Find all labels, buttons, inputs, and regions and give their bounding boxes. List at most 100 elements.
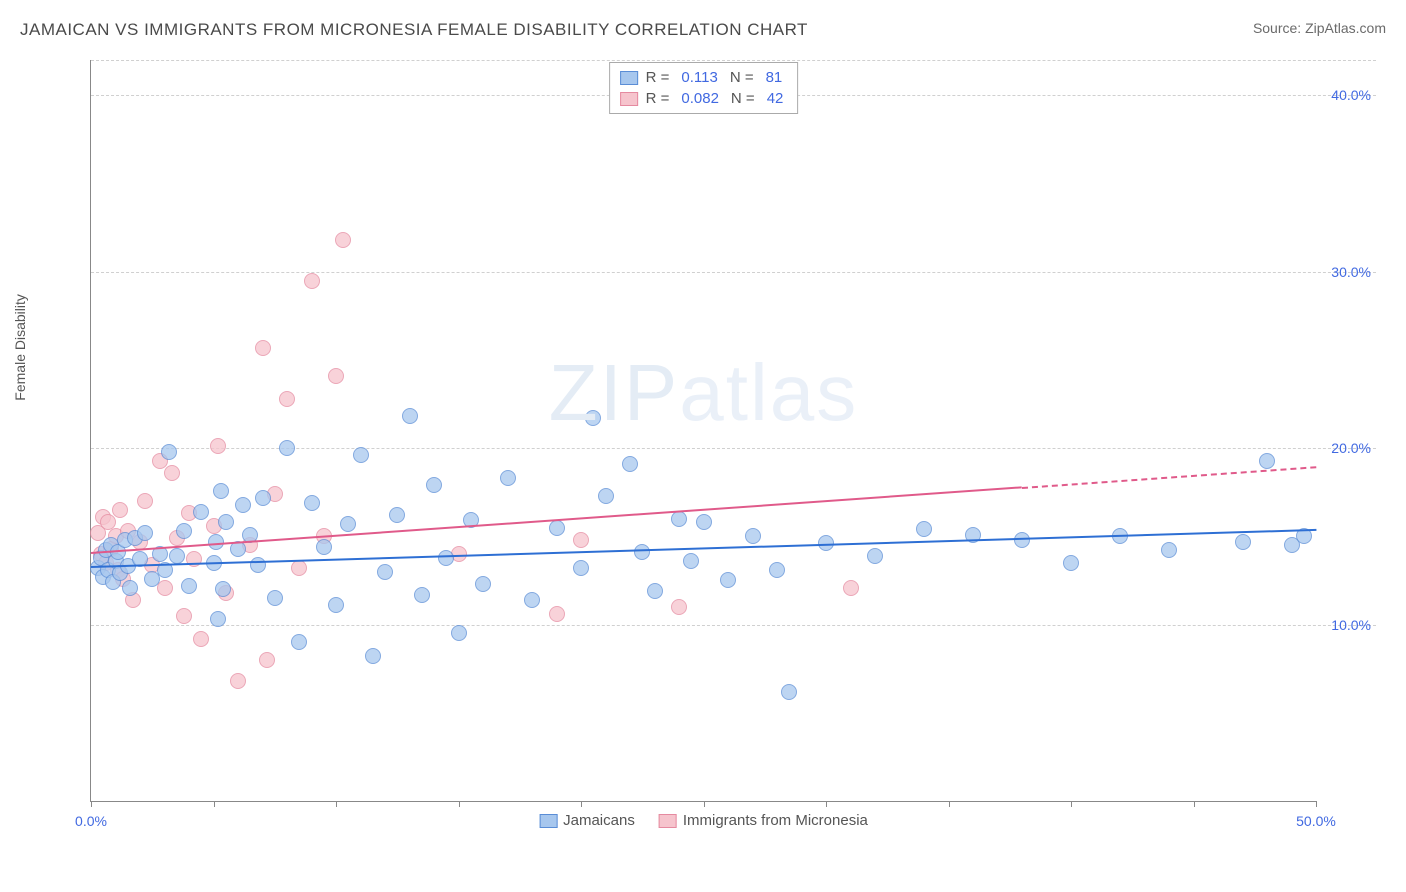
trend-line-extrapolated — [1022, 466, 1316, 489]
scatter-point — [353, 447, 369, 463]
x-tick — [459, 801, 460, 807]
y-tick-label: 20.0% — [1331, 440, 1371, 456]
scatter-point — [377, 564, 393, 580]
scatter-point — [169, 548, 185, 564]
scatter-point — [671, 511, 687, 527]
scatter-point — [696, 514, 712, 530]
n-value: 81 — [766, 69, 783, 86]
scatter-point — [340, 516, 356, 532]
scatter-point — [250, 557, 266, 573]
legend-item: Jamaicans — [539, 812, 635, 829]
scatter-point — [867, 548, 883, 564]
scatter-point — [769, 562, 785, 578]
scatter-point — [304, 273, 320, 289]
scatter-point — [720, 572, 736, 588]
y-tick-label: 40.0% — [1331, 87, 1371, 103]
legend-top: R = 0.113 N = 81R = 0.082 N = 42 — [609, 62, 799, 114]
scatter-point — [255, 340, 271, 356]
scatter-point — [389, 507, 405, 523]
scatter-point — [524, 592, 540, 608]
legend-bottom: Jamaicans Immigrants from Micronesia — [539, 812, 868, 829]
scatter-point — [279, 440, 295, 456]
scatter-point — [1259, 453, 1275, 469]
legend-stat-row: R = 0.113 N = 81 — [620, 67, 788, 88]
scatter-point — [402, 408, 418, 424]
source-label: Source: ZipAtlas.com — [1253, 20, 1386, 36]
y-tick-label: 30.0% — [1331, 264, 1371, 280]
scatter-point — [335, 232, 351, 248]
scatter-point — [137, 493, 153, 509]
scatter-point — [549, 520, 565, 536]
scatter-point — [137, 525, 153, 541]
scatter-point — [451, 625, 467, 641]
scatter-point — [365, 648, 381, 664]
scatter-point — [255, 490, 271, 506]
x-tick — [826, 801, 827, 807]
scatter-point — [745, 528, 761, 544]
scatter-point — [164, 465, 180, 481]
scatter-point — [235, 497, 251, 513]
scatter-point — [181, 578, 197, 594]
scatter-point — [193, 504, 209, 520]
scatter-point — [193, 631, 209, 647]
trend-line — [91, 529, 1316, 568]
grid-line — [91, 60, 1376, 61]
x-tick — [949, 801, 950, 807]
legend-swatch — [620, 71, 638, 85]
chart-container: Female Disability ZIPatlas R =0.113N =81… — [50, 60, 1376, 832]
scatter-point — [781, 684, 797, 700]
scatter-point — [573, 532, 589, 548]
legend-item: Immigrants from Micronesia — [659, 812, 868, 829]
scatter-point — [475, 576, 491, 592]
scatter-point — [683, 553, 699, 569]
legend-swatch — [659, 814, 677, 828]
x-tick — [1071, 801, 1072, 807]
scatter-point — [230, 673, 246, 689]
scatter-point — [291, 560, 307, 576]
grid-line — [91, 625, 1376, 626]
scatter-point — [1161, 542, 1177, 558]
chart-title: JAMAICAN VS IMMIGRANTS FROM MICRONESIA F… — [20, 20, 808, 40]
scatter-point — [500, 470, 516, 486]
scatter-point — [598, 488, 614, 504]
scatter-point — [328, 597, 344, 613]
scatter-point — [161, 444, 177, 460]
scatter-point — [304, 495, 320, 511]
scatter-point — [122, 580, 138, 596]
r-label: R = — [646, 69, 670, 86]
scatter-point — [634, 544, 650, 560]
r-value: 0.082 — [681, 90, 719, 107]
n-label: N = — [731, 90, 755, 107]
scatter-point — [843, 580, 859, 596]
scatter-point — [585, 410, 601, 426]
x-tick — [91, 801, 92, 807]
scatter-point — [622, 456, 638, 472]
scatter-point — [213, 483, 229, 499]
scatter-point — [549, 606, 565, 622]
scatter-point — [671, 599, 687, 615]
watermark-atlas: atlas — [679, 348, 858, 437]
scatter-point — [279, 391, 295, 407]
x-tick — [581, 801, 582, 807]
scatter-point — [176, 608, 192, 624]
scatter-point — [647, 583, 663, 599]
scatter-point — [916, 521, 932, 537]
legend-swatch — [620, 92, 638, 106]
scatter-point — [1063, 555, 1079, 571]
x-tick — [1316, 801, 1317, 807]
scatter-point — [573, 560, 589, 576]
scatter-point — [328, 368, 344, 384]
x-tick-label: 0.0% — [75, 813, 107, 829]
scatter-point — [426, 477, 442, 493]
r-value: 0.113 — [681, 69, 717, 86]
legend-label: Jamaicans — [563, 812, 635, 829]
x-tick — [1194, 801, 1195, 807]
x-tick — [336, 801, 337, 807]
scatter-point — [218, 514, 234, 530]
scatter-point — [215, 581, 231, 597]
n-label: N = — [730, 69, 754, 86]
grid-line — [91, 272, 1376, 273]
n-value: 42 — [767, 90, 784, 107]
scatter-point — [176, 523, 192, 539]
x-tick — [704, 801, 705, 807]
